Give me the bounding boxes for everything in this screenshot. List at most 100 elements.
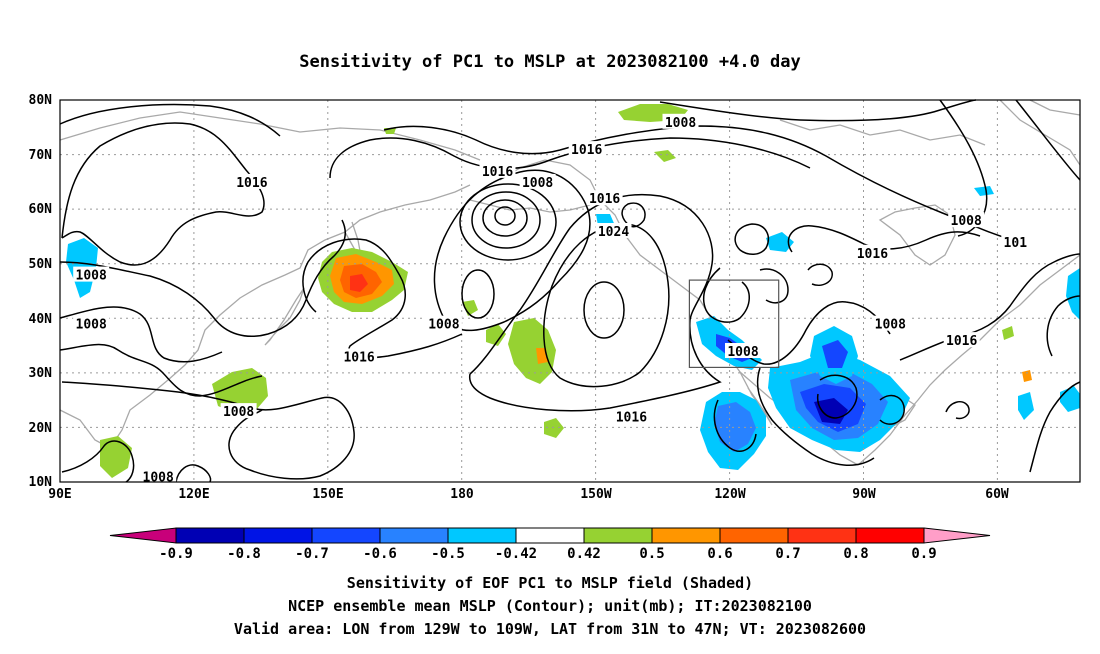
colorbar: -0.9 -0.8 -0.7 -0.6 -0.5 -0.42 0.42 0.5 0.6 0.7 0.…: [109, 527, 991, 562]
contour-na-1016: [787, 225, 981, 253]
contour-label: 1008: [727, 345, 758, 360]
contour-north-1008: [383, 125, 1015, 241]
contour-label-bg: [479, 162, 516, 178]
coastline-greenland: [999, 99, 1081, 166]
contour-label-bg: [220, 403, 257, 419]
contour-label-bg: [341, 348, 378, 364]
contour-atlantic-1016: [1029, 381, 1081, 473]
lat-label: 80N: [29, 93, 53, 108]
contour-baja: [713, 399, 757, 452]
contour-dateline-trough: [433, 169, 591, 332]
footer-line-3: Valid area: LON from 129W to 109W, LAT f…: [234, 620, 866, 638]
colorbar-swatch: [855, 527, 925, 544]
colorbar-label: -0.5: [431, 546, 465, 562]
contour-label: 1008: [76, 318, 107, 333]
colorbar-label: 0.8: [843, 546, 868, 562]
contour-gulf: [879, 394, 905, 425]
colorbar-swatch-max: [923, 527, 991, 544]
contour-label: 1024: [598, 225, 629, 240]
contour-label-bg: [140, 468, 177, 484]
shade-positive-small-2: [462, 300, 478, 316]
colorbar-label: -0.8: [227, 546, 261, 562]
lon-label: 150E: [312, 487, 343, 502]
shade-positive-small-7: [1022, 370, 1032, 382]
contour-bering: [621, 202, 646, 228]
latitude-axis-labels: 80N 70N 60N 50N 40N 30N 20N 10N: [29, 93, 53, 490]
contour-north-asia-1016: [59, 103, 281, 137]
colorbar-label: -0.7: [295, 546, 329, 562]
contour-label-bg: [943, 332, 980, 348]
lat-label: 10N: [29, 475, 53, 490]
colorbar-swatch-min: [109, 527, 177, 544]
contour-small-low-180: [461, 269, 495, 319]
contour-south-1008: [61, 381, 355, 480]
contour-label: 1008: [522, 176, 553, 191]
contour-label-bg: [73, 266, 110, 282]
contour-low-1: [494, 206, 516, 226]
colorbar-label: 0.9: [911, 546, 936, 562]
colorbar-label: 0.6: [707, 546, 732, 562]
contour-label-bg: [568, 141, 605, 157]
contour-na-lower: [756, 367, 875, 466]
contour-na-ring: [734, 223, 770, 255]
contour-asia-1008: [59, 219, 347, 338]
contour-sw-small: [61, 440, 135, 483]
contour-far-east: [1015, 99, 1081, 181]
contour-labels: 1016 1008 1008 1016 1008 1008 1008 1016 1008 1016…: [73, 113, 1030, 486]
colorbar-label: -0.6: [363, 546, 397, 562]
contour-label: 1016: [857, 247, 888, 262]
map-area: 1016 1008 1008 1016 1008 1008 1008 1016 1008 1016…: [59, 99, 1081, 486]
colorbar-label: -0.9: [159, 546, 193, 562]
shade-positive-small-1: [486, 324, 506, 346]
contour-label-bg: [948, 212, 985, 228]
lon-label: 180: [450, 487, 474, 502]
shade-negative-east-edge: [1066, 268, 1080, 320]
colorbar-label: 0.42: [567, 546, 601, 562]
contour-na-small: [807, 263, 833, 286]
contour-west-lower: [59, 343, 263, 397]
contour-label: 101: [1004, 236, 1028, 251]
contour-label: 1016: [571, 143, 602, 158]
coastline-baja: [739, 371, 773, 426]
contour-na-ring-2: [759, 268, 789, 304]
contour-pacific-1016: [302, 238, 463, 359]
contour-high-1024: [583, 281, 625, 339]
contour-label-bg: [595, 223, 632, 238]
shade-positive-small-6: [1002, 326, 1014, 340]
contour-label-bg: [519, 173, 556, 189]
lon-label: 60W: [985, 487, 1009, 502]
coastline-canadian-arctic: [779, 119, 986, 146]
map-background: [60, 100, 1080, 482]
contour-east-ridge: [939, 99, 988, 237]
contour-na-east-1016: [899, 253, 1081, 361]
contour-label: 1016: [589, 192, 620, 207]
shade-positive-kamchatka-core: [350, 274, 368, 292]
contour-label-bg: [425, 315, 462, 331]
coastline-north-america-east: [857, 254, 1081, 466]
footer-line-1: Sensitivity of EOF PC1 to MSLP field (Sh…: [347, 574, 753, 592]
contour-label-bg: [662, 113, 699, 129]
lat-lon-grid: [60, 100, 1080, 482]
contour-label-bg: [854, 244, 891, 260]
contour-label: 1008: [223, 405, 254, 420]
contour-label: 1016: [343, 351, 374, 366]
contour-north-1016: [329, 137, 811, 179]
contour-asia-1008-b: [59, 306, 223, 363]
shade-negative-arctic-ne: [974, 186, 994, 196]
shade-positive-small-5: [654, 150, 676, 162]
contour-label-bg: [73, 315, 110, 331]
coastline-asia: [59, 184, 471, 449]
shade-negative-baja-mid: [714, 402, 756, 452]
contour-atlantic-low: [1046, 295, 1081, 357]
contour-label: 1016: [236, 176, 267, 191]
shade-positive-small-4: [100, 436, 132, 478]
lat-label: 20N: [29, 421, 53, 436]
contour-label: 1016: [946, 334, 977, 349]
contour-label-bg: [233, 173, 270, 189]
contour-low-3: [471, 191, 541, 249]
shade-negative-atlantic-2: [1018, 392, 1034, 420]
lat-label: 30N: [29, 366, 53, 381]
map-title: Sensitivity of PC1 to MSLP at 2023082100…: [299, 52, 801, 72]
lat-label: 60N: [29, 202, 53, 217]
